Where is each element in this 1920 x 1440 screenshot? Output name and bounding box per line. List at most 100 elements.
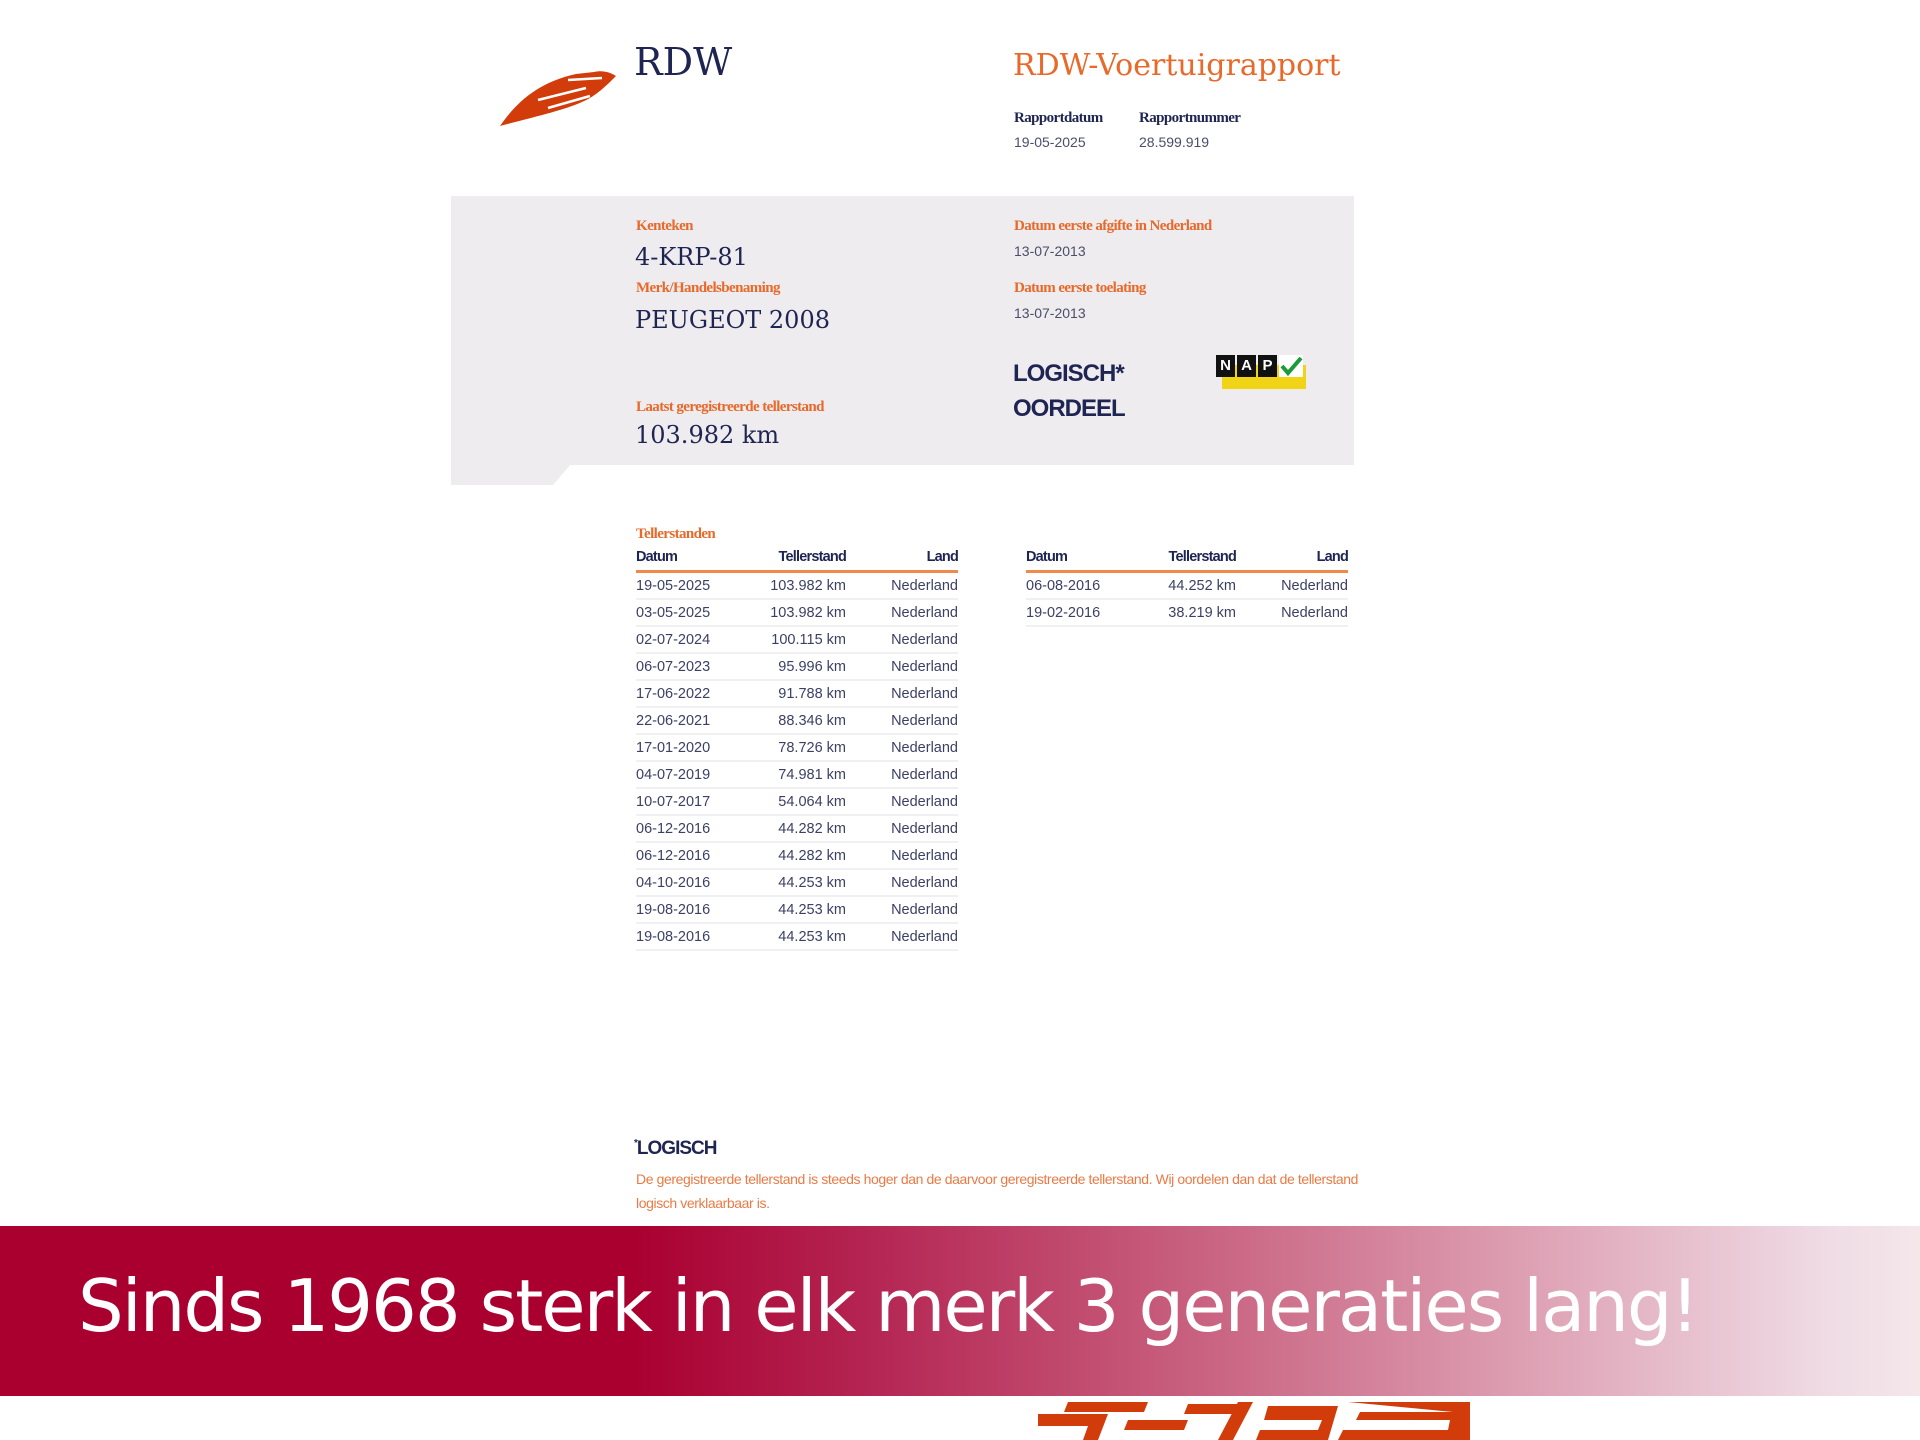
row-date: 17-01-2020 — [636, 734, 746, 762]
row-country: Nederland — [846, 653, 958, 681]
vehicle-panel — [451, 196, 1354, 465]
row-odometer: 78.726 km — [746, 734, 846, 762]
row-country: Nederland — [846, 815, 958, 843]
checkmark-icon — [1279, 355, 1303, 377]
table-row: 06-12-2016 44.282 km Nederland — [636, 815, 958, 843]
plate-value: 4-KRP-81 — [635, 243, 748, 271]
footnote-title: *LOGISCH — [634, 1138, 718, 1159]
row-odometer: 38.219 km — [1136, 599, 1236, 627]
odometer-title: Tellerstanden — [636, 526, 716, 542]
rdw-logo-icon — [500, 71, 616, 126]
row-country: Nederland — [846, 626, 958, 654]
row-date: 19-08-2016 — [636, 896, 746, 924]
footnote-title-text: LOGISCH — [636, 1138, 718, 1159]
row-date: 06-07-2023 — [636, 653, 746, 681]
row-country: Nederland — [846, 734, 958, 762]
plate-label: Kenteken — [636, 218, 693, 234]
row-odometer: 74.981 km — [746, 761, 846, 789]
panel-tab — [451, 464, 571, 485]
table-row: 02-07-2024 100.115 km Nederland — [636, 626, 958, 654]
first-nl-label: Datum eerste afgifte in Nederland — [1014, 218, 1212, 234]
row-odometer: 44.253 km — [746, 923, 846, 951]
make-value: PEUGEOT 2008 — [635, 306, 830, 334]
verdict-value: LOGISCH* — [1013, 360, 1125, 387]
row-date: 19-02-2016 — [1026, 599, 1136, 627]
row-odometer: 44.282 km — [746, 815, 846, 843]
dealer-logo-icon — [1038, 1402, 1470, 1440]
col-odometer: Tellerstand — [746, 546, 847, 573]
last-odometer-value: 103.982 km — [635, 421, 780, 449]
report-number-label: Rapportnummer — [1139, 110, 1241, 126]
odometer-table-right: Datum Tellerstand Land 06-08-2016 44.252 … — [1026, 546, 1349, 627]
brand-name: RDW — [634, 40, 733, 84]
footnote-text: De geregistreerde tellerstand is steeds … — [636, 1171, 1359, 1211]
report-date-label: Rapportdatum — [1014, 110, 1103, 126]
row-country: Nederland — [1236, 599, 1348, 627]
table-row: 19-02-2016 38.219 km Nederland — [1026, 599, 1348, 627]
table-row: 19-08-2016 44.253 km Nederland — [636, 923, 958, 951]
col-odometer: Tellerstand — [1136, 546, 1237, 573]
col-country: Land — [1236, 546, 1349, 573]
row-odometer: 44.282 km — [746, 842, 846, 870]
table-row: 06-12-2016 44.282 km Nederland — [636, 842, 958, 870]
row-country: Nederland — [846, 599, 958, 627]
row-date: 06-08-2016 — [1026, 571, 1136, 600]
row-odometer: 88.346 km — [746, 707, 846, 735]
table-row: 22-06-2021 88.346 km Nederland — [636, 707, 958, 735]
row-odometer: 44.253 km — [746, 869, 846, 897]
table-row: 06-07-2023 95.996 km Nederland — [636, 653, 958, 681]
row-country: Nederland — [846, 869, 958, 897]
row-country: Nederland — [846, 680, 958, 708]
row-odometer: 91.788 km — [746, 680, 846, 708]
row-odometer: 103.982 km — [746, 571, 846, 600]
report-date: 19-05-2025 — [1014, 134, 1086, 150]
verdict-label: OORDEEL — [1013, 395, 1126, 422]
first-admission-label: Datum eerste toelating — [1014, 280, 1146, 296]
report-title: RDW-Voertuigrapport — [1013, 48, 1341, 83]
row-date: 04-10-2016 — [636, 869, 746, 897]
row-country: Nederland — [846, 707, 958, 735]
table-row: 17-01-2020 78.726 km Nederland — [636, 734, 958, 762]
first-admission-value: 13-07-2013 — [1014, 305, 1086, 321]
row-date: 17-06-2022 — [636, 680, 746, 708]
promo-banner — [0, 1226, 1920, 1396]
row-date: 04-07-2019 — [636, 761, 746, 789]
table-row: 10-07-2017 54.064 km Nederland — [636, 788, 958, 816]
row-odometer: 100.115 km — [746, 626, 846, 654]
table-row: 19-08-2016 44.253 km Nederland — [636, 896, 958, 924]
row-odometer: 54.064 km — [746, 788, 846, 816]
row-date: 06-12-2016 — [636, 815, 746, 843]
row-country: Nederland — [846, 923, 958, 951]
nap-letter: P — [1258, 355, 1277, 377]
nap-letter: A — [1237, 355, 1256, 377]
first-nl-value: 13-07-2013 — [1014, 243, 1086, 259]
row-date: 03-05-2025 — [636, 599, 746, 627]
odometer-table-left: Datum Tellerstand Land 19-05-2025 103.982… — [636, 546, 959, 951]
make-label: Merk/Handelsbenaming — [636, 280, 780, 296]
row-country: Nederland — [846, 896, 958, 924]
row-date: 02-07-2024 — [636, 626, 746, 654]
row-date: 19-05-2025 — [636, 571, 746, 600]
row-country: Nederland — [846, 842, 958, 870]
table-row: 17-06-2022 91.788 km Nederland — [636, 680, 958, 708]
row-date: 22-06-2021 — [636, 707, 746, 735]
row-date: 10-07-2017 — [636, 788, 746, 816]
col-country: Land — [846, 546, 959, 573]
table-row: 06-08-2016 44.252 km Nederland — [1026, 571, 1348, 600]
col-date: Datum — [636, 546, 746, 573]
last-odometer-label: Laatst geregistreerde tellerstand — [636, 399, 825, 415]
promo-banner-text: Sinds 1968 sterk in elk merk 3 generatie… — [78, 1264, 1699, 1348]
col-date: Datum — [1026, 546, 1136, 573]
table-row: 03-05-2025 103.982 km Nederland — [636, 599, 958, 627]
table-row: 19-05-2025 103.982 km Nederland — [636, 571, 958, 600]
row-country: Nederland — [1236, 571, 1348, 600]
row-odometer: 44.253 km — [746, 896, 846, 924]
row-date: 19-08-2016 — [636, 923, 746, 951]
row-country: Nederland — [846, 761, 958, 789]
row-odometer: 103.982 km — [746, 599, 846, 627]
nap-letter: N — [1216, 355, 1235, 377]
row-odometer: 95.996 km — [746, 653, 846, 681]
row-date: 06-12-2016 — [636, 842, 746, 870]
row-country: Nederland — [846, 788, 958, 816]
row-odometer: 44.252 km — [1136, 571, 1236, 600]
